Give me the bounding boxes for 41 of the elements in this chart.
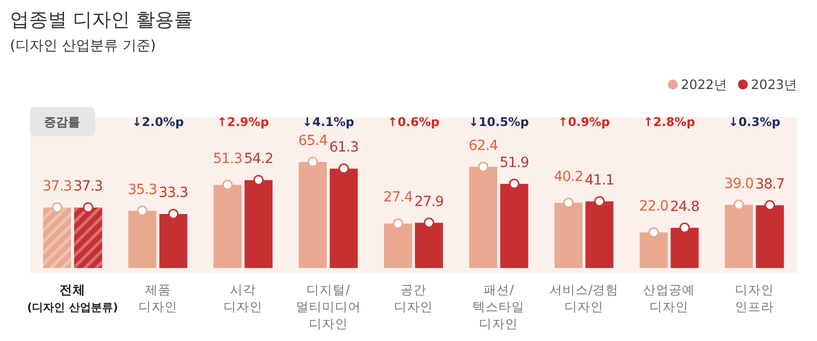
data-label: 51.3 — [212, 150, 242, 167]
data-label: 22.0 — [639, 198, 668, 214]
data-label: 61.3 — [329, 140, 358, 156]
text: ↑2.9%p — [217, 115, 270, 129]
legend-label: 2023년 — [750, 78, 797, 93]
data-label: 33.3 — [158, 185, 188, 202]
x-tick-label: 제품 디자인 — [138, 282, 178, 314]
text: ↑0.9%p — [558, 115, 610, 129]
x-tick-label: 패션/ 텍스타일 디자인 — [472, 282, 525, 331]
data-label: 39.0 — [724, 176, 754, 192]
text: ↓2.0%p — [132, 115, 184, 129]
text: ↑2.8%p — [643, 115, 696, 129]
bar — [43, 208, 72, 268]
chart-title: 업종별 디자인 활용률 — [10, 9, 194, 31]
x-tick-label: 디지털/ 멀티미디어 디자인 — [296, 282, 361, 331]
legend-label: 2022년 — [680, 78, 727, 93]
x-tick-label: 산업공예 디자인 — [643, 282, 696, 314]
data-label: 27.9 — [414, 194, 444, 210]
data-label: 37.3 — [42, 178, 72, 195]
x-tick-label: 시각 디자인 — [224, 282, 263, 314]
data-label: 35.3 — [128, 182, 157, 198]
data-label: 38.7 — [755, 176, 784, 192]
data-label: 54.2 — [244, 151, 274, 168]
data-label: 65.4 — [298, 133, 328, 149]
x-tick-label: 디자인 인프라 — [734, 282, 774, 314]
text: ↓10.5%p — [468, 115, 530, 129]
chart-subtitle: (디자인 산업분류 기준) — [10, 38, 156, 54]
x-tick-label: 공간 디자인 — [394, 282, 433, 314]
data-label: 51.9 — [500, 154, 529, 171]
data-label: 41.1 — [584, 172, 614, 188]
data-label: 40.2 — [554, 168, 584, 185]
data-label: 24.8 — [670, 198, 700, 215]
x-tick-label: 서비스/경험 디자인 — [549, 282, 619, 314]
data-label: 27.4 — [383, 190, 414, 206]
data-label: 37.3 — [74, 178, 103, 195]
text: ↓0.3%p — [728, 115, 781, 129]
text: 증감률 — [44, 115, 80, 129]
data-label: 62.4 — [468, 138, 498, 154]
bar — [74, 208, 102, 268]
text: ↓4.1%p — [302, 115, 355, 129]
text: ↑0.6%p — [388, 115, 440, 129]
